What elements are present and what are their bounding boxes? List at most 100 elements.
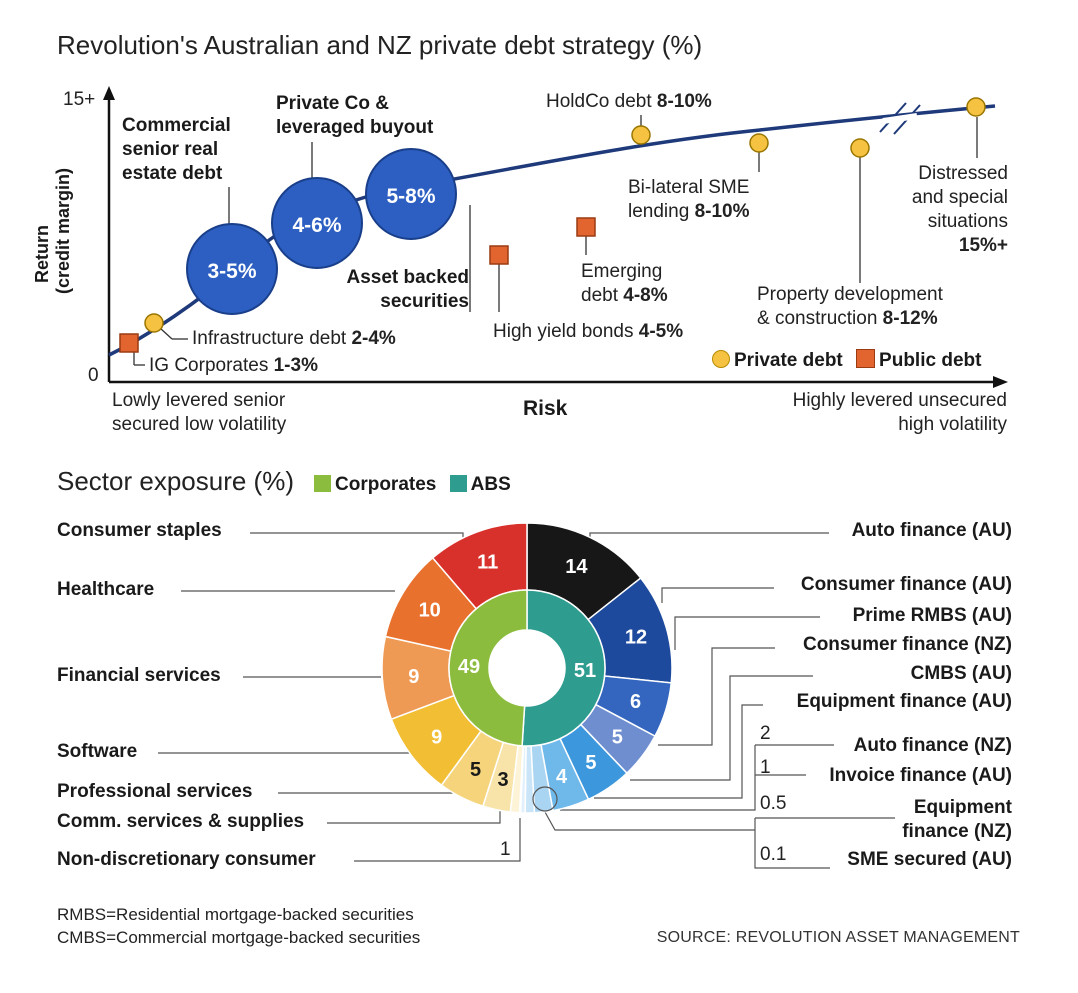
label-asset-backed: Asset backed securities: [346, 266, 469, 314]
left-label-consumer-staples: Consumer staples: [57, 520, 222, 541]
bubble-label-1: 3-5%: [207, 260, 256, 283]
label-distressed: Distressed and special situations 15%+: [912, 162, 1008, 258]
y-axis-arrow: [103, 86, 115, 100]
point-property: [850, 138, 870, 158]
holdco-range: 8-10%: [656, 91, 712, 112]
sector-leader-line: [674, 616, 820, 650]
right-label-auto-finance-au: Auto finance (AU): [851, 520, 1012, 541]
label-b2-line2: leveraged buyout: [276, 117, 434, 138]
label-b1-line2: senior real: [122, 139, 219, 160]
label-holdco: HoldCo debt 8-10%: [546, 90, 712, 114]
x-left-label-2: secured low volatility: [112, 414, 287, 435]
sector-leader-line: [354, 818, 521, 862]
right-label-auto-finance-nz: Auto finance (NZ): [853, 735, 1012, 756]
chart-title: Revolution's Australian and NZ private d…: [57, 30, 703, 60]
inner-value-abs: 51: [574, 660, 596, 682]
outer-value-consumer-finance-au: 12: [625, 626, 647, 648]
legend-abs-text: ABS: [470, 474, 511, 495]
legend-abs-marker: [449, 475, 467, 492]
sector-leader-line: [589, 532, 829, 541]
outer-value-consumer-finance-nz: 5: [612, 727, 623, 749]
em-line2: debt: [581, 285, 624, 306]
sme-line1: Bi-lateral SME: [628, 177, 750, 198]
legend-corporates-marker: [314, 475, 331, 492]
right-label-cmbs: CMBS (AU): [910, 663, 1012, 684]
label-b3-line1: Asset backed: [346, 267, 469, 288]
em-line1: Emerging: [581, 261, 663, 282]
dist-range: 15%+: [958, 235, 1008, 256]
axis-break-gap: [882, 113, 918, 124]
top-legend: Private debt Public debt: [712, 349, 981, 372]
right-label-sme-secured: SME secured (AU): [847, 849, 1012, 870]
outer-value-professional-services: 5: [470, 759, 481, 781]
outer-value-equipment-finance-au: 4: [556, 766, 568, 788]
right-label-equipment-finance-nz: Equipment finance (NZ): [902, 796, 1012, 844]
sector-title: Sector exposure (%): [57, 466, 294, 496]
right-label-invoice-finance: Invoice finance (AU): [829, 765, 1012, 786]
outer-value-auto-finance-au: 14: [565, 556, 588, 578]
right-label-consumer-finance-au: Consumer finance (AU): [800, 574, 1012, 595]
point-distressed: [966, 97, 986, 117]
tiny-slices-highlight: [532, 786, 558, 812]
y-tick-zero: 0: [88, 365, 99, 386]
dist-line1: Distressed: [918, 163, 1008, 184]
bubble-commercial-real-estate: [186, 223, 278, 315]
small-value-sme: 0.1: [760, 844, 787, 865]
equip-nz-line1: Equipment: [913, 797, 1012, 818]
y-tick-top: 15+: [63, 89, 96, 110]
sector-leader-line: [250, 532, 464, 541]
label-b2-line1: Private Co &: [276, 93, 389, 114]
label-b1-line1: Commercial: [122, 115, 231, 136]
outer-value-consumer-staples: 11: [477, 552, 498, 574]
x-right-label-2: high volatility: [898, 414, 1007, 435]
inner-slice-abs: [521, 589, 606, 747]
bubble-asset-backed: [365, 148, 457, 240]
sector-leader-line: [661, 587, 774, 603]
outer-value-software: 9: [431, 727, 442, 749]
sector-leader-line: [630, 675, 813, 781]
strategy-chart: 3-5% 4-6% 5-8%: [103, 86, 1008, 388]
outer-value-prime-rmbs-au: 6: [630, 691, 641, 713]
small-value-non-disc: 1: [500, 839, 511, 860]
left-label-software: Software: [57, 741, 138, 762]
point-infrastructure: [144, 313, 164, 333]
outer-value-comm-services-supplies: 3: [498, 769, 509, 791]
outer-value-healthcare: 10: [419, 600, 441, 622]
label-property: Property development & construction 8-12…: [757, 283, 943, 331]
label-b3-line2: securities: [380, 291, 469, 312]
hy-name: High yield bonds: [493, 321, 639, 342]
prop-line1: Property development: [757, 284, 943, 305]
label-b1-line3: estate debt: [122, 163, 223, 184]
right-label-consumer-finance-nz: Consumer finance (NZ): [802, 634, 1012, 655]
sector-leader-line: [754, 818, 830, 869]
left-label-professional-services: Professional services: [57, 781, 253, 802]
ig-name: IG Corporates: [149, 355, 274, 376]
inner-slice-corporates: [448, 589, 528, 747]
sector-leader-line: [560, 745, 756, 811]
sector-leader-line: [278, 789, 463, 794]
right-label-prime-rmbs: Prime RMBS (AU): [852, 605, 1012, 626]
label-commercial-real-estate: Commercial senior real estate debt: [122, 114, 231, 186]
sector-leader-line: [544, 811, 755, 831]
label-infrastructure: Infrastructure debt 2-4%: [192, 327, 396, 351]
prop-line2: & construction: [757, 308, 883, 329]
left-label-healthcare: Healthcare: [57, 579, 155, 600]
point-sme-lending: [749, 133, 769, 153]
label-ig-corporates: IG Corporates 1-3%: [149, 354, 318, 378]
label-private-co: Private Co & leveraged buyout: [276, 92, 433, 140]
sector-leader-line: [327, 808, 501, 824]
em-range: 4-8%: [623, 285, 668, 306]
legend-public-text: Public debt: [879, 350, 982, 371]
leader-infra: [159, 327, 173, 340]
small-value-auto-nz: 2: [760, 723, 771, 744]
bubble-label-3: 5-8%: [386, 185, 435, 208]
x-axis-arrow: [993, 376, 1008, 388]
sector-legend: Corporates ABS: [314, 474, 511, 496]
legend-corporates-text: Corporates: [335, 474, 437, 495]
label-high-yield: High yield bonds 4-5%: [493, 320, 683, 344]
left-label-non-discretionary: Non-discretionary consumer: [57, 849, 316, 870]
dist-line2: and special: [911, 187, 1008, 208]
outer-value-financial-services: 9: [408, 666, 419, 688]
